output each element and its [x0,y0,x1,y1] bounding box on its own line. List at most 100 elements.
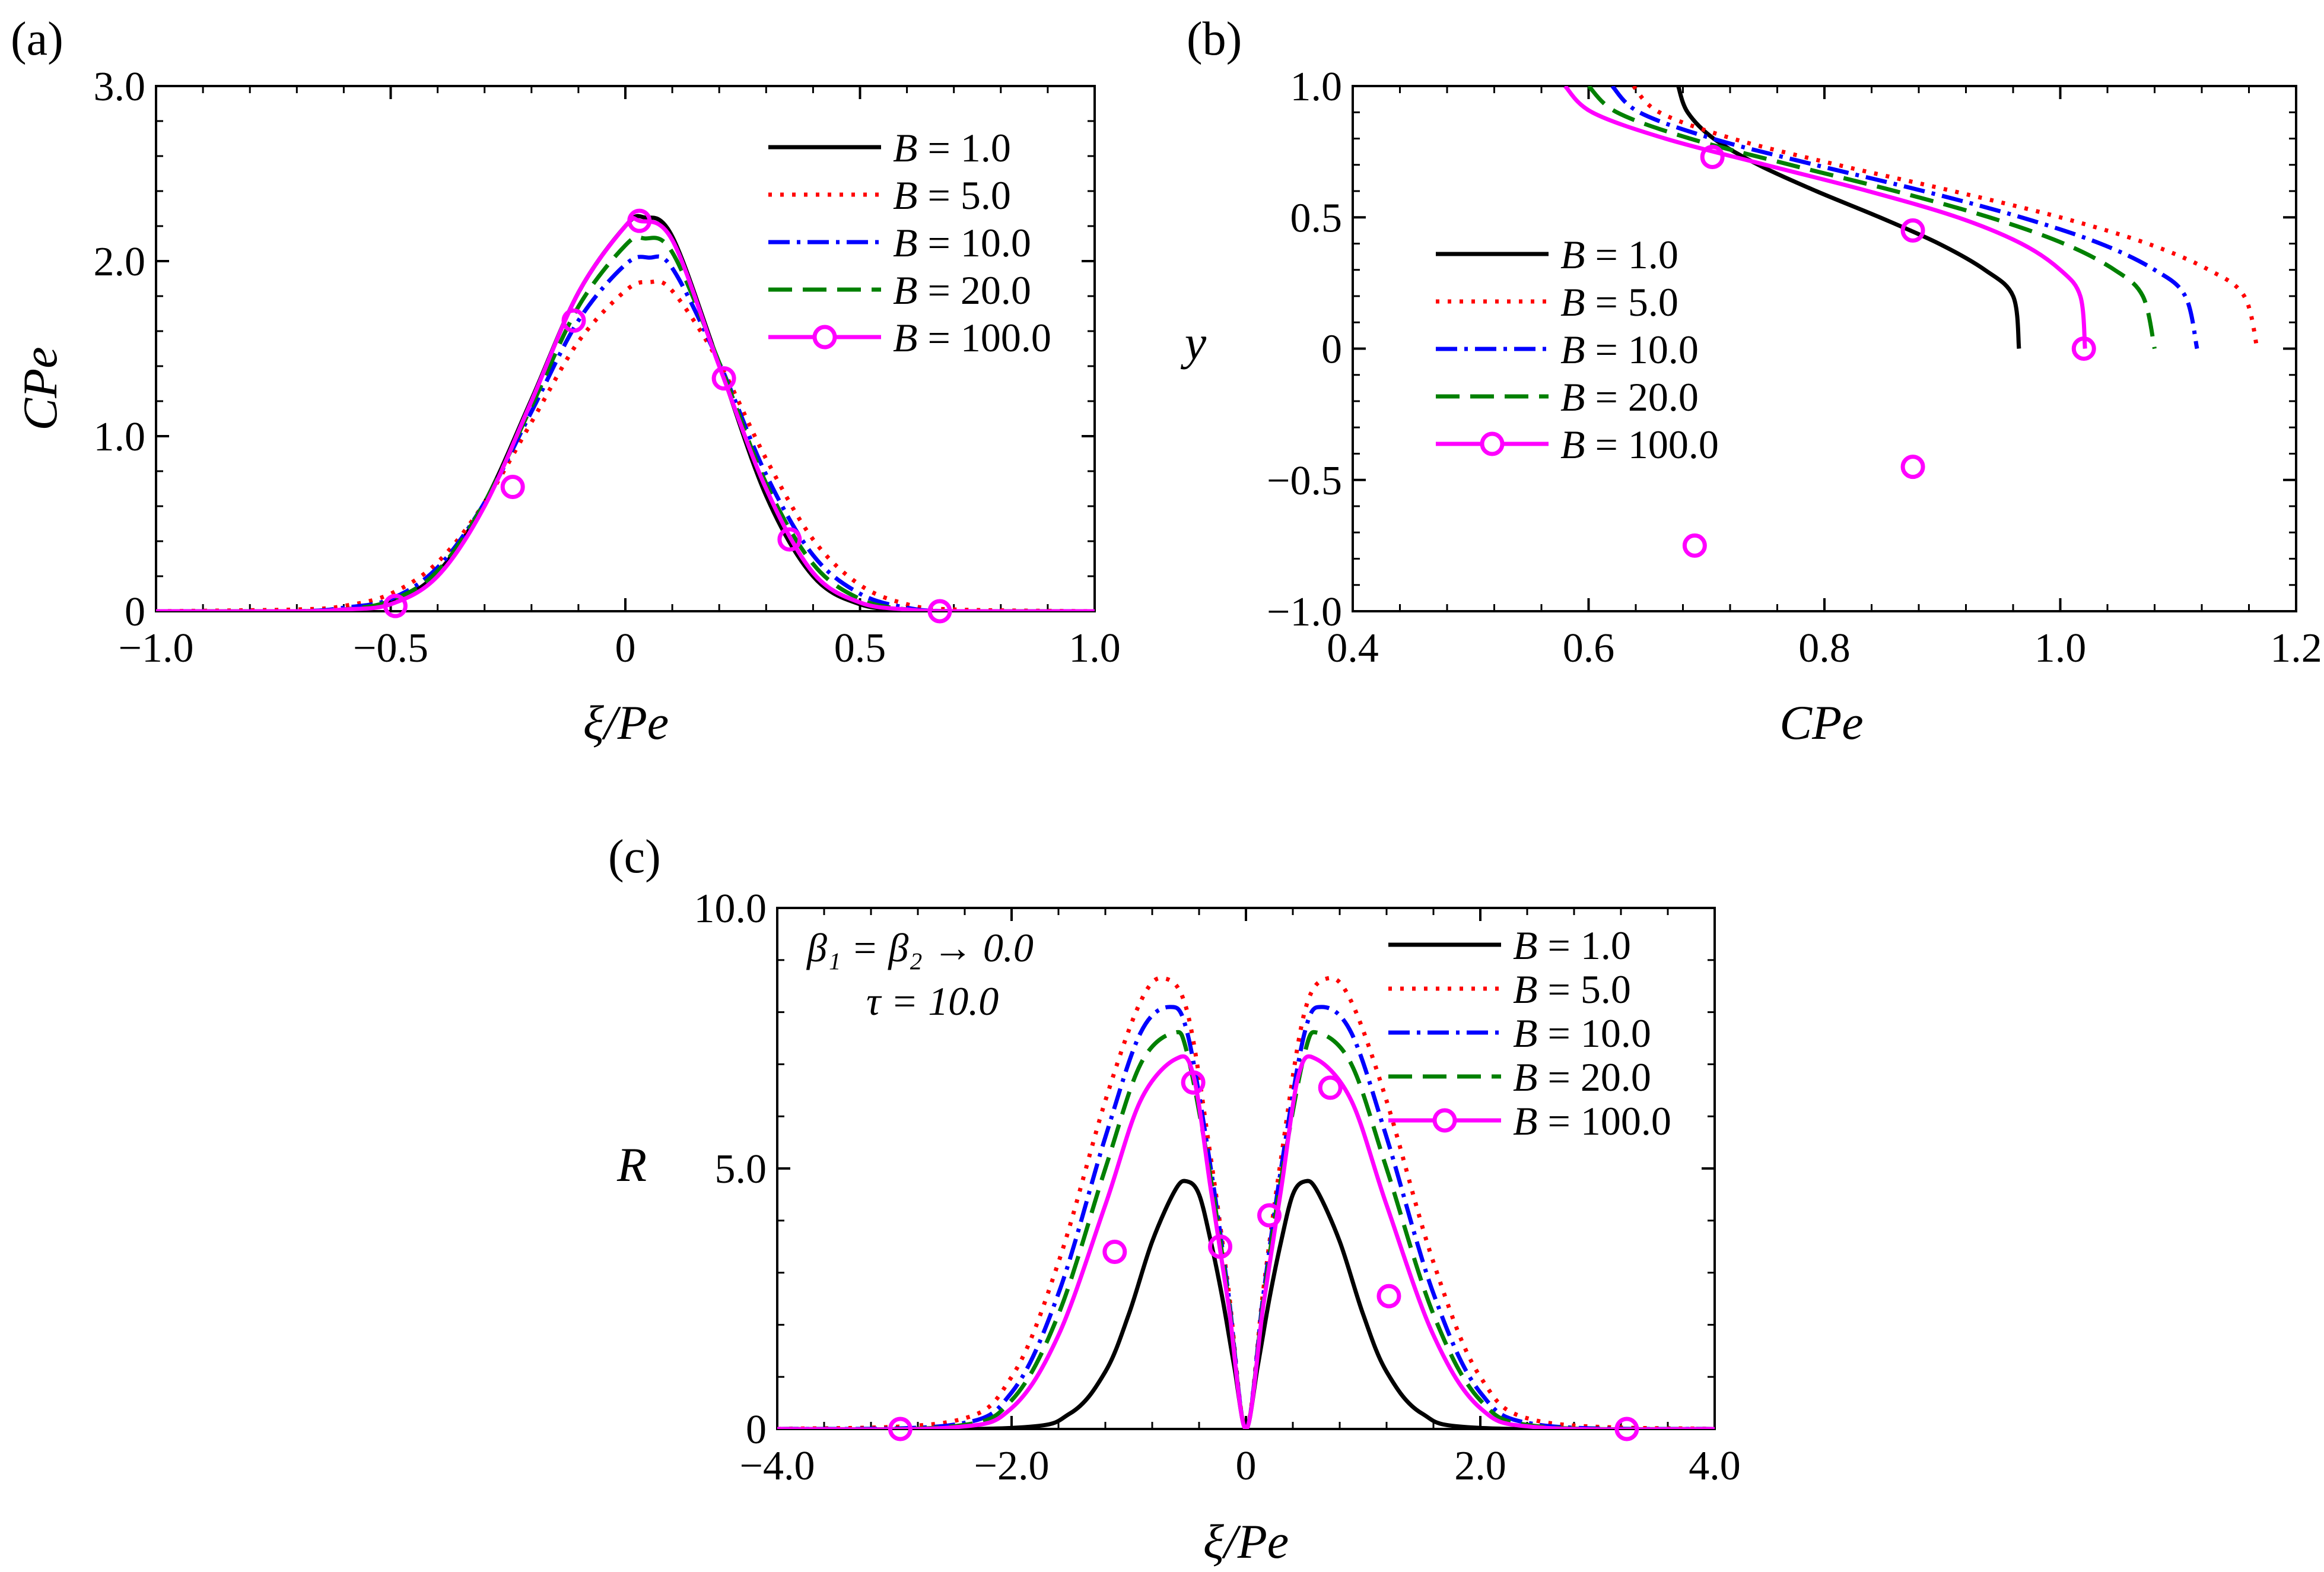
series-line-B-100-0 [156,216,1095,611]
legend-marker [812,325,837,350]
legend-value: = 1.0 [1538,923,1631,968]
legend-value: = 10.0 [1538,1011,1651,1056]
x-axis-label: ξ/Pe [1203,1514,1289,1568]
legend-var: B [1560,374,1585,420]
series-marker [1614,1417,1639,1441]
x-tick-label: 2.0 [1454,1443,1506,1489]
series-marker [2071,336,2096,361]
panel-c: −4.0 −2.0 0 2.0 4.0 0 5.0 10.0 (c) ξ/Pe Rβ₁ = β₂ →… [608,831,1741,1568]
x-tick-label: −1.0 [119,625,194,671]
legend-var: B [893,173,918,218]
legend-value: = 100.0 [1585,422,1719,467]
series-marker [1900,455,1925,479]
panel-b: 0.4 0.6 0.8 1.0 1.2 −1.0 −0.5 0 0.5 1.0 (b) CPe y B =… [1181,13,2322,750]
x-tick-label: 1.0 [1069,625,1121,671]
x-tick-label: 0.4 [1327,625,1379,671]
y-tick-label: 3.0 [94,64,146,110]
legend-value: = 20.0 [918,268,1031,313]
legend-label: B = 5.0 [1560,280,1678,325]
series-line-B-20-0 [1587,86,2157,350]
legend-var: B [1513,1098,1538,1144]
panel-label: (c) [608,831,661,883]
series-marker [383,593,408,618]
legend-value: = 10.0 [1585,327,1699,372]
legend: B = 1.0B = 5.0B = 10.0B = 20.0B = 100.0 [768,125,1051,360]
series-marker [1376,1284,1401,1309]
legend-label: B = 10.0 [893,220,1031,265]
legend-label: B = 1.0 [1513,923,1631,968]
legend-value: = 100.0 [1538,1098,1671,1144]
legend-marker [1480,431,1505,456]
series-line-B-100-0 [777,1054,1715,1429]
x-tick-label: 0.6 [1563,625,1615,671]
legend: B = 1.0B = 5.0B = 10.0B = 20.0B = 100.0 [1388,923,1671,1144]
x-tick-label: 4.0 [1689,1443,1741,1489]
legend-label: B = 100.0 [1560,422,1719,467]
y-tick-label: 0 [1321,327,1342,373]
legend-value: = 5.0 [1538,967,1631,1012]
legend-var: B [1560,422,1585,467]
y-tick-label: −0.5 [1267,458,1342,504]
series-marker [1900,218,1925,243]
legend-var: B [1513,1055,1538,1100]
legend-label: B = 5.0 [893,173,1011,218]
y-tick-label: 0 [746,1407,767,1453]
legend-var: B [1513,1011,1538,1056]
series-line-B-10-0 [1610,86,2199,350]
legend-label: B = 100.0 [893,315,1051,360]
legend-label: B = 100.0 [1513,1098,1671,1144]
legend-var: B [893,315,918,360]
y-axis-label: CPe [13,347,67,430]
x-axis-label: CPe [1779,696,1863,750]
legend-var: B [893,220,918,265]
annotation: β₁ = β₂ → 0.0 [806,925,1034,970]
series-line-B-5-0 [777,976,1715,1429]
series-marker [1682,533,1707,558]
series-marker [711,366,736,391]
legend-value: = 20.0 [1538,1055,1651,1100]
x-tick-label: 1.0 [2034,625,2087,671]
legend-label: B = 20.0 [893,268,1031,313]
legend-label: B = 20.0 [1513,1055,1651,1100]
legend-value: = 10.0 [918,220,1031,265]
plot-area [156,214,1095,611]
x-tick-label: −4.0 [740,1443,815,1489]
legend-label: B = 5.0 [1513,967,1631,1012]
legend-value: = 5.0 [918,173,1011,218]
y-tick-label: 1.0 [1290,64,1343,110]
series-marker [1257,1203,1282,1228]
series-marker [1700,144,1725,169]
series-line-B-1-0 [1676,86,2021,349]
x-axis-label: ξ/Pe [583,696,669,750]
legend-value: = 1.0 [1585,232,1678,277]
legend-var: B [1560,232,1585,277]
y-tick-label: 5.0 [715,1147,767,1192]
legend-value: = 1.0 [918,125,1011,170]
y-tick-label: 10.0 [694,886,767,932]
legend-label: B = 10.0 [1560,327,1699,372]
x-tick-label: −2.0 [974,1443,1050,1489]
legend-label: B = 1.0 [1560,232,1678,277]
panel-label: (a) [11,13,63,65]
legend-var: B [1513,923,1538,968]
series-line-B-5-0 [156,279,1095,611]
legend-var: B [893,268,918,313]
x-tick-label: 0.5 [834,625,886,671]
x-tick-label: −0.5 [353,625,428,671]
y-tick-label: 0.5 [1290,195,1343,241]
legend-label: B = 20.0 [1560,374,1699,420]
x-tick-label: 1.2 [2270,625,2322,671]
legend-marker [1432,1108,1457,1133]
annotation: τ = 10.0 [866,979,999,1024]
panel-label: (b) [1187,13,1242,65]
legend-value: = 100.0 [918,315,1051,360]
x-tick-label: 0 [1236,1443,1257,1489]
series-marker [1181,1070,1206,1095]
legend-value: = 20.0 [1585,374,1699,420]
panel-a: −1.0 −0.5 0 0.5 1.0 0 1.0 2.0 3.0 (a) ξ/Pe CPe B = 1… [11,13,1121,750]
series-line-B-1-0 [777,1179,1715,1429]
legend-label: B = 1.0 [893,125,1011,170]
x-tick-label: 0.8 [1798,625,1851,671]
series-marker [627,208,652,233]
